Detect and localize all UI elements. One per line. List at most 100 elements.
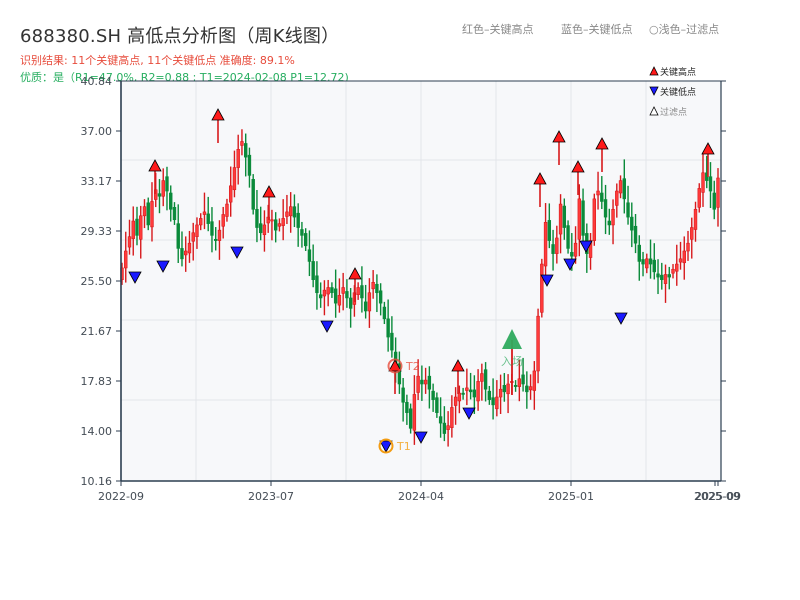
candle-up (281, 218, 285, 226)
candle-up (686, 242, 690, 252)
candle-down (210, 221, 214, 236)
legend-high-icon (649, 66, 659, 76)
candle-up (588, 240, 593, 258)
candle-up (675, 263, 679, 272)
y-tick-label: 14.00 (81, 425, 113, 438)
candle-down (472, 389, 477, 398)
key-high-icon (595, 137, 609, 150)
candle-up (671, 268, 675, 274)
key-low-icon (230, 246, 244, 259)
candle-up (326, 287, 330, 295)
candle-up (716, 177, 720, 208)
candle-down (502, 385, 507, 393)
legend-low-icon (649, 86, 659, 96)
candle-up (465, 387, 469, 391)
candle-up (270, 219, 274, 222)
candle-down (405, 401, 409, 413)
candle-up (540, 263, 544, 313)
candle-down (427, 375, 432, 390)
candle-up (577, 198, 582, 240)
y-tick-label: 29.33 (81, 225, 113, 238)
markers: 入场 T1 T2 (128, 108, 715, 454)
key-high-icon (262, 185, 276, 198)
candle-up (139, 215, 143, 240)
legend-light-filtered: ○浅色–过滤点 (649, 23, 720, 36)
key-high-icon (148, 159, 162, 172)
candle-up (266, 216, 270, 224)
key-low-icon (462, 407, 476, 420)
candle-up (480, 373, 484, 382)
candle-up (195, 224, 199, 237)
candle-down (525, 385, 529, 393)
candle-down (468, 389, 473, 393)
candle-down (648, 258, 653, 265)
candle-up (663, 274, 668, 284)
candle-up (367, 292, 372, 312)
candle-up (611, 208, 615, 226)
candle-up (697, 188, 701, 208)
legend-filtered-label: 过滤点 (660, 106, 687, 118)
candle-down (172, 207, 177, 221)
key-low-icon (156, 260, 170, 273)
candle-down (491, 397, 495, 406)
candle-up (558, 203, 563, 235)
candle-down (243, 143, 248, 158)
candle-up (682, 250, 686, 264)
candle-up (495, 396, 499, 410)
candle-down (652, 259, 656, 273)
candle-down (622, 178, 626, 200)
candle-down (273, 219, 278, 231)
key-high-icon (388, 359, 402, 372)
candle-up (596, 190, 600, 196)
candle-up (423, 379, 428, 385)
key-high-icon (451, 359, 465, 372)
candles (120, 129, 720, 447)
candle-down (375, 283, 379, 294)
candle-down (360, 285, 364, 299)
candle-down (581, 200, 585, 236)
candle-up (536, 315, 540, 372)
candle-up (229, 185, 233, 203)
entry-label: 入场 (501, 354, 523, 368)
y-tick-label: 10.16 (81, 475, 113, 488)
candle-up (416, 375, 420, 393)
candle-up (150, 201, 154, 228)
key-high-icon (211, 108, 225, 121)
key-low-icon (379, 440, 393, 453)
candle-up (184, 250, 188, 256)
candle-down (607, 220, 611, 226)
candle-up (191, 232, 195, 242)
x-tick-label: 2022-09 (98, 490, 144, 503)
candle-down (397, 363, 402, 385)
t2-circle-icon (387, 358, 403, 374)
candle-up (517, 378, 522, 387)
key-low-icon (320, 320, 334, 333)
candle-down (562, 205, 567, 228)
candle-down (603, 199, 608, 218)
candle-up (288, 206, 293, 217)
candle-down (330, 287, 334, 294)
key-low-icon (540, 274, 554, 287)
candle-up (450, 407, 454, 428)
key-low-icon (614, 312, 628, 325)
candle-up (356, 287, 360, 295)
x-tick-label: 2025-09 (695, 490, 741, 503)
candle-up (322, 289, 327, 297)
candle-down (408, 408, 413, 429)
candle-down (551, 244, 555, 254)
candle-down (570, 252, 574, 257)
candle-down (630, 216, 634, 231)
candle-up (217, 229, 222, 241)
candle-down (431, 390, 435, 400)
candle-up (161, 180, 165, 197)
candle-down (487, 390, 492, 400)
candle-up (412, 394, 417, 431)
candle-up (532, 370, 537, 391)
chart-title: 688380.SH 高低点分析图（周K线图） (20, 26, 340, 47)
candle-up (618, 180, 623, 194)
candle-down (641, 259, 645, 265)
candle-up (236, 149, 240, 168)
candle-down (442, 422, 447, 434)
y-tick-label: 17.83 (81, 375, 113, 388)
recognition-result-text: 识别结果: 11个关键高点, 11个关键低点 准确度: 89.1% (20, 54, 295, 67)
